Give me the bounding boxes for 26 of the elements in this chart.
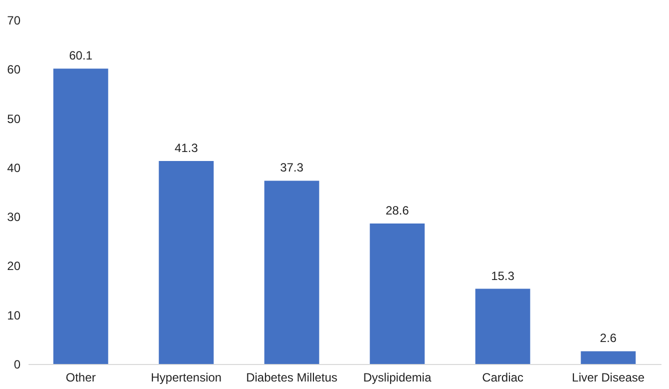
x-tick-label: Other: [66, 370, 96, 384]
y-tick-label: 70: [7, 14, 21, 28]
x-tick-label: Liver Disease: [572, 370, 645, 384]
data-label: 37.3: [280, 160, 304, 175]
data-label: 41.3: [174, 141, 198, 156]
data-label: 2.6: [600, 331, 617, 346]
data-label: 28.6: [386, 203, 410, 218]
y-tick-label: 60: [7, 62, 21, 77]
x-tick-label: Hypertension: [150, 370, 222, 384]
bar: [370, 223, 425, 364]
y-tick-label: 40: [7, 160, 21, 175]
data-label: 15.3: [491, 268, 515, 283]
bar: [475, 288, 530, 364]
x-tick-label: Cardiac: [482, 370, 524, 384]
x-tick-label: Diabetes Milletus: [246, 370, 338, 384]
y-tick-label: 20: [7, 259, 21, 274]
x-tick-label: Dyslipidemia: [363, 370, 432, 384]
y-tick-label: 30: [7, 210, 21, 224]
bar: [264, 180, 320, 364]
bar: [158, 161, 214, 364]
bar: [580, 351, 636, 364]
y-tick-label: 0: [14, 358, 21, 372]
data-label: 60.1: [69, 48, 93, 63]
bar: [53, 68, 108, 364]
y-tick-label: 10: [7, 308, 21, 322]
y-tick-label: 50: [7, 112, 21, 126]
